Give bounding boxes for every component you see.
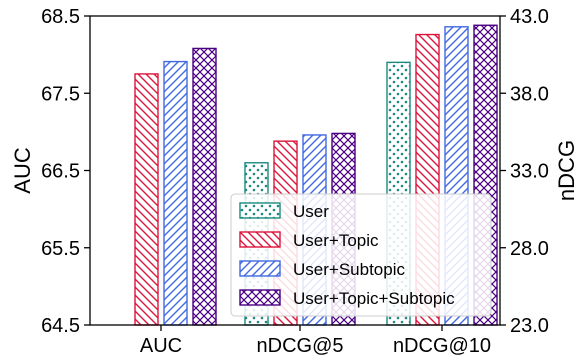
legend-label: User+Topic — [293, 231, 379, 250]
right-axis-title: nDCG — [554, 140, 579, 201]
right-tick-label: 23.0 — [510, 315, 549, 337]
legend-box — [230, 193, 492, 317]
left-axis-title: AUC — [10, 147, 35, 194]
right-tick-label: 33.0 — [510, 161, 549, 183]
left-tick-label: 64.5 — [41, 315, 80, 337]
bar-auc-user-subtopic — [163, 60, 188, 326]
legend-swatch — [239, 260, 281, 277]
legend-swatch — [239, 289, 281, 306]
x-tick-label: nDCG@10 — [393, 335, 491, 356]
legend-swatch — [239, 202, 281, 219]
legend-label: User — [293, 202, 329, 221]
x-tick-label: nDCG@5 — [257, 335, 344, 356]
legend-label: User+Subtopic — [293, 260, 405, 279]
right-tick-label: 38.0 — [510, 83, 549, 105]
right-tick-label: 43.0 — [510, 6, 549, 28]
bar-auc-user-topic — [134, 73, 159, 326]
left-tick-label: 65.5 — [41, 238, 80, 260]
legend-label: User+Topic+Subtopic — [293, 289, 455, 308]
left-tick-label: 68.5 — [41, 6, 80, 28]
left-tick-label: 66.5 — [41, 161, 80, 183]
legend: User User+Topic User+Subtopic User+Topic+Su… — [230, 193, 492, 317]
axes-layer: 64.5 65.5 66.5 67.5 68.5 23.0 28.0 33.0 38.0 43.0… — [10, 6, 579, 356]
left-tick-label: 67.5 — [41, 83, 80, 105]
bar-auc-user-topic-subtopic — [192, 47, 217, 326]
right-tick-label: 28.0 — [510, 238, 549, 260]
legend-swatch — [239, 231, 281, 248]
x-tick-label: AUC — [140, 335, 182, 356]
